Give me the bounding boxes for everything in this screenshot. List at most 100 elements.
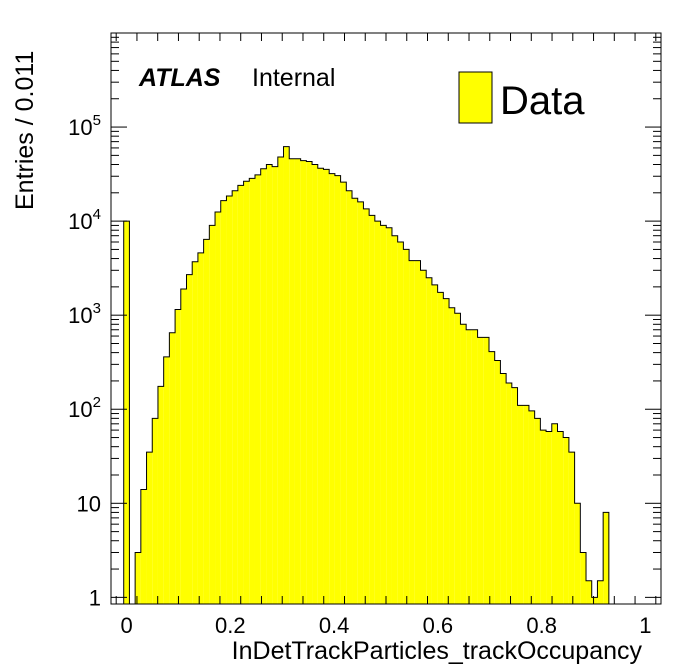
histogram-bin [260, 168, 267, 604]
histogram-bin [352, 198, 358, 604]
histogram-bin [146, 452, 153, 604]
histogram-bin [420, 270, 427, 604]
histogram-bin [169, 332, 176, 604]
histogram-bin [471, 329, 478, 604]
y-tick-label: 104 [68, 206, 101, 234]
histogram-bin [483, 337, 489, 604]
histogram-bin [152, 418, 158, 604]
histogram-bin [192, 261, 198, 604]
legend-entry-data: Data [500, 79, 585, 123]
histogram-bin [283, 146, 290, 604]
histogram-bin [528, 410, 535, 604]
y-tick-label: 10 [77, 491, 101, 516]
histogram-bin [346, 190, 353, 604]
histogram-bin [369, 215, 375, 604]
histogram-bin [574, 503, 581, 604]
histogram-bin [363, 208, 370, 605]
histogram-bin [546, 431, 552, 604]
x-tick-label: 1 [639, 613, 651, 638]
histogram-bin [135, 552, 141, 604]
histogram-bin [175, 309, 181, 604]
histogram-bin [397, 241, 404, 604]
histogram-bin [586, 580, 592, 604]
histogram-bin [460, 324, 467, 604]
histogram-bin [488, 351, 495, 604]
histogram-outline [123, 146, 661, 605]
legend-swatch [458, 71, 493, 124]
histogram-bin [534, 418, 541, 604]
histogram-bin [266, 164, 273, 605]
histogram-bin [277, 157, 284, 604]
y-tick-label: 103 [68, 300, 101, 328]
histogram-bin [220, 200, 227, 604]
histogram-bin [289, 158, 295, 604]
histogram-bin [506, 383, 512, 604]
histogram-bin [380, 225, 387, 605]
histogram-bin [426, 277, 432, 604]
histogram-bin [494, 360, 501, 604]
histogram-bin [517, 405, 524, 604]
histogram-bin [226, 195, 233, 604]
histogram-bin [603, 512, 609, 604]
histogram-bin [551, 423, 558, 604]
histogram-bin [300, 160, 307, 604]
histogram-bin [232, 190, 238, 604]
histogram-bin [597, 580, 604, 604]
histogram-bin [272, 166, 278, 604]
histogram-bin [215, 212, 221, 604]
histogram-bars [123, 146, 609, 605]
x-tick-label: 0.8 [526, 613, 557, 638]
status-label: Internal [252, 64, 335, 92]
histogram-bin [580, 552, 587, 604]
histogram-bin [568, 452, 575, 604]
histogram-bin [591, 597, 598, 604]
histogram-bin [409, 260, 415, 604]
histogram-bin [180, 288, 187, 604]
histogram-bin [209, 225, 216, 605]
histogram-bin [403, 249, 410, 605]
x-tick-labels: 0 0.2 0.4 0.6 0.8 1 [120, 613, 651, 638]
histogram-bin [466, 329, 472, 604]
x-tick-label: 0.6 [423, 613, 454, 638]
histogram-bin [243, 181, 250, 604]
histogram-bin [294, 158, 301, 604]
histogram-bin [203, 239, 210, 604]
histogram-bin [557, 431, 564, 604]
y-tick-label: 1 [89, 585, 101, 610]
histogram-bin [391, 235, 398, 604]
y-tick-label: 105 [68, 112, 101, 140]
x-axis-label: InDetTrackParticles_trackOccupancy [232, 637, 643, 665]
histogram-bin [306, 161, 313, 605]
histogram-bin [340, 182, 347, 605]
histogram-bin [249, 178, 255, 604]
histogram-bin [323, 169, 330, 605]
histogram-bin [163, 356, 170, 604]
histogram-bin [374, 221, 381, 605]
histogram-bin [317, 168, 324, 604]
histogram-bin [414, 260, 421, 604]
histogram-bin [443, 298, 450, 604]
histogram-bin [123, 221, 130, 605]
histogram-bin [437, 292, 444, 604]
experiment-label: ATLAS [138, 64, 221, 92]
histogram-bin [140, 489, 147, 604]
histogram-bin [254, 174, 261, 604]
histogram-bin [186, 274, 193, 604]
histogram-bin [329, 173, 335, 604]
histogram-bin [523, 405, 529, 604]
histogram-bin [431, 284, 438, 604]
axis-ticks [111, 32, 661, 604]
histogram-bin [334, 175, 341, 604]
histogram-edge [123, 146, 661, 605]
histogram-bin [312, 164, 318, 605]
histogram-bin [563, 437, 569, 604]
histogram-bin [511, 387, 518, 604]
histogram-bin [237, 185, 244, 604]
histogram-bin [386, 227, 392, 604]
x-tick-label: 0.2 [215, 613, 246, 638]
histogram-bin [157, 386, 164, 604]
x-tick-label: 0 [120, 613, 132, 638]
x-tick-label: 0.4 [319, 613, 350, 638]
histogram-bin [449, 307, 455, 604]
